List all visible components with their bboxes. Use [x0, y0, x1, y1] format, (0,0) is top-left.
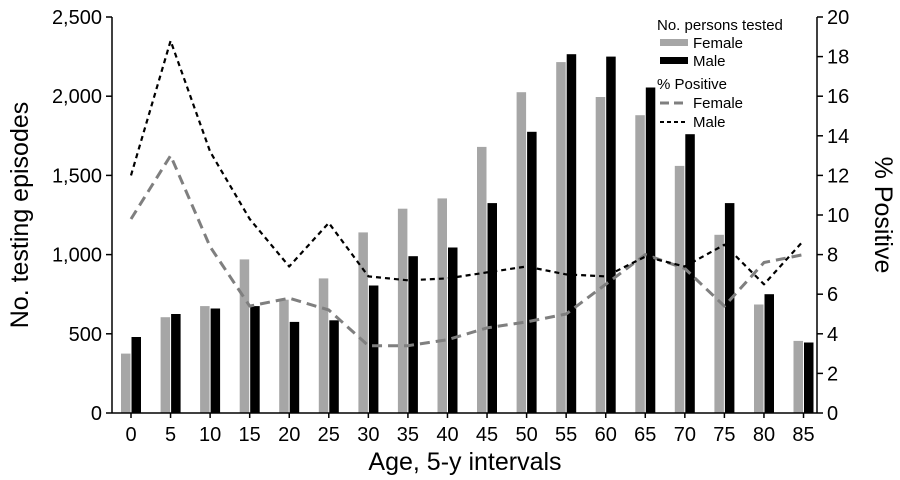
bar-female-45 — [477, 146, 487, 413]
right-tick-label: 20 — [827, 7, 849, 29]
right-tick-label: 14 — [827, 126, 849, 148]
x-tick-label: 5 — [165, 424, 176, 446]
bar-male-30 — [368, 285, 379, 413]
x-tick-label: 50 — [515, 424, 537, 446]
right-tick-label: 6 — [827, 284, 838, 306]
x-tick-label: 35 — [397, 424, 419, 446]
bar-female-0 — [121, 353, 131, 413]
bar-male-40 — [448, 247, 458, 413]
line-layer — [129, 39, 805, 348]
x-tick-label: 10 — [199, 424, 221, 446]
x-tick-label: 80 — [753, 424, 775, 446]
left-tick-label: 2,000 — [52, 86, 102, 108]
legend-bars-title: No. persons tested — [657, 17, 783, 34]
bar-male-35 — [408, 256, 418, 413]
legend-lines-title: % Positive — [657, 76, 727, 93]
right-tick-label: 0 — [827, 403, 838, 425]
bar-female-30 — [358, 232, 368, 413]
x-tick-label: 25 — [318, 424, 340, 446]
x-tick-label: 75 — [713, 424, 735, 446]
right-tick-label: 8 — [827, 245, 838, 267]
bar-female-50 — [516, 92, 527, 413]
right-tick-label: 10 — [827, 205, 849, 227]
right-tick-label: 2 — [827, 363, 838, 385]
x-tick-label: 85 — [792, 424, 814, 446]
right-tick-label: 12 — [827, 165, 849, 187]
legend-male-bar-label: Male — [693, 53, 726, 70]
x-tick-label: 30 — [357, 424, 379, 446]
x-tick-label: 65 — [634, 424, 656, 446]
bar-male-0 — [131, 337, 141, 413]
bar-male-85 — [804, 342, 814, 413]
bar-female-60 — [595, 97, 606, 413]
legend: No. persons tested Female Male % Positiv… — [657, 17, 783, 131]
bar-female-65 — [635, 115, 645, 413]
bar-male-5 — [171, 314, 181, 413]
x-tick-label: 70 — [674, 424, 696, 446]
bar-male-50 — [527, 131, 537, 414]
bar-male-60 — [606, 56, 616, 413]
bar-female-25 — [318, 278, 329, 413]
legend-male-bar-swatch — [660, 57, 688, 64]
left-tick-label: 2,500 — [52, 7, 102, 29]
left-tick-label: 1,000 — [52, 245, 102, 267]
bar-female-5 — [160, 317, 171, 413]
legend-female-line-label: Female — [693, 95, 743, 112]
right-tick-label: 4 — [827, 324, 838, 346]
bar-female-70 — [674, 165, 685, 413]
bar-female-80 — [754, 304, 764, 413]
left-tick-label: 500 — [69, 324, 102, 346]
bar-female-55 — [556, 62, 566, 413]
left-tick-label: 1,500 — [52, 165, 102, 187]
y2-axis-title: % Positive — [869, 157, 897, 274]
right-tick-label: 16 — [827, 86, 849, 108]
legend-female-bar-label: Female — [693, 35, 743, 52]
bar-male-10 — [210, 308, 221, 413]
bar-female-20 — [279, 299, 289, 413]
y-axis-title: No. testing episodes — [6, 102, 34, 329]
bar-female-10 — [200, 306, 210, 413]
line-female-percent-positive — [129, 154, 804, 348]
x-tick-label: 0 — [125, 424, 136, 446]
legend-female-bar-swatch — [660, 39, 688, 46]
line-male-percent-positive — [129, 39, 805, 286]
x-ticks: 0 5 10 15 20 25 30 35 40 45 50 55 60 65 70 75 80 85 — [125, 413, 815, 446]
bar-male-80 — [764, 294, 774, 413]
right-tick-label: 18 — [827, 47, 849, 69]
bar-male-25 — [329, 320, 339, 413]
legend-male-line-label: Male — [693, 114, 726, 131]
bar-female-75 — [714, 234, 724, 413]
left-tick-label: 0 — [91, 403, 102, 425]
x-axis-title: Age, 5-y intervals — [368, 448, 561, 476]
bar-male-15 — [250, 306, 260, 413]
left-ticks: 0 500 1,000 1,500 2,000 2,500 — [52, 7, 112, 425]
right-ticks: 0 2 4 6 8 10 12 14 16 18 20 — [817, 7, 849, 425]
bar-female-40 — [437, 198, 447, 413]
bar-male-45 — [487, 203, 497, 413]
bar-layer — [121, 54, 814, 414]
bar-female-35 — [397, 208, 408, 413]
x-tick-label: 45 — [476, 424, 498, 446]
bar-male-55 — [566, 54, 577, 413]
x-tick-label: 40 — [436, 424, 458, 446]
x-tick-label: 20 — [278, 424, 300, 446]
x-tick-label: 60 — [595, 424, 617, 446]
bar-male-65 — [645, 87, 656, 413]
bar-female-15 — [239, 259, 250, 413]
x-tick-label: 55 — [555, 424, 577, 446]
bar-male-20 — [289, 321, 300, 413]
x-tick-label: 15 — [239, 424, 261, 446]
bar-female-85 — [793, 340, 803, 413]
bar-male-75 — [724, 203, 735, 413]
